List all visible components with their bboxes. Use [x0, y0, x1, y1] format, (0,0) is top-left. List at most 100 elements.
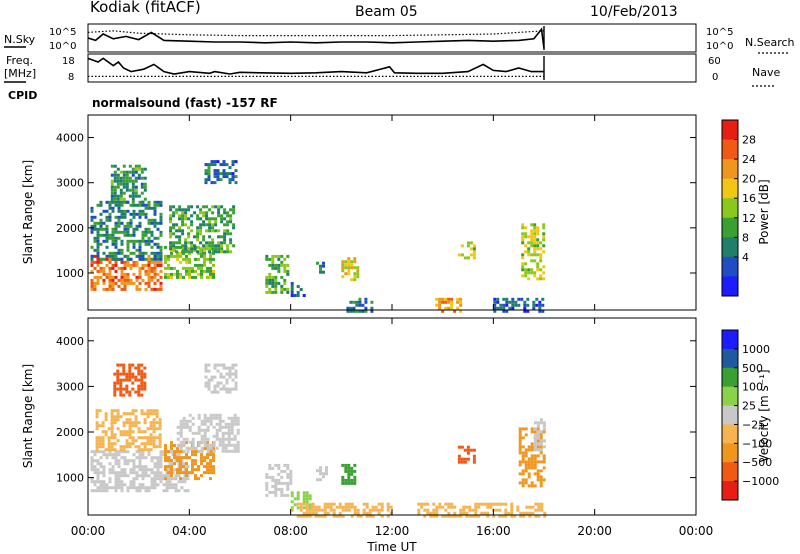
- heatmap-cell: [105, 233, 109, 237]
- heatmap-cell: [114, 263, 118, 267]
- heatmap-cell: [93, 483, 97, 487]
- heatmap-cell: [377, 502, 381, 506]
- heatmap-cell: [123, 471, 127, 475]
- heatmap-cell: [188, 428, 192, 432]
- heatmap-cell: [289, 475, 293, 479]
- heatmap-cell: [167, 272, 170, 276]
- heatmap-cell: [153, 269, 157, 273]
- heatmap-cell: [120, 486, 124, 490]
- heatmap-cell: [216, 160, 220, 164]
- heatmap-cell: [116, 369, 120, 373]
- heatmap-cell: [317, 508, 321, 512]
- heatmap-cell: [492, 502, 496, 506]
- heatmap-cell: [344, 481, 348, 485]
- heatmap-cell: [191, 453, 194, 457]
- heatmap-cell: [164, 260, 167, 264]
- heatmap-cell: [364, 309, 368, 313]
- heatmap-cell: [356, 269, 360, 273]
- heatmap-cell: [463, 457, 467, 461]
- heatmap-cell: [231, 366, 235, 370]
- heatmap-cell: [468, 505, 472, 509]
- heatmap-cell: [296, 494, 300, 498]
- heatmap-cell: [477, 514, 481, 518]
- heatmap-cell: [141, 230, 145, 234]
- heatmap-cell: [117, 215, 121, 219]
- heatmap-cell: [126, 275, 130, 279]
- heatmap-cell: [119, 197, 123, 201]
- heatmap-cell: [152, 427, 156, 431]
- heatmap-cell: [183, 480, 187, 484]
- heatmap-cell: [280, 254, 284, 258]
- heatmap-cell: [122, 179, 126, 183]
- heatmap-cell: [101, 430, 105, 434]
- heatmap-cell: [116, 372, 120, 376]
- heatmap-cell: [197, 251, 200, 255]
- heatmap-cell: [293, 503, 297, 507]
- heatmap-cell: [120, 239, 124, 243]
- heatmap-cell: [486, 511, 490, 515]
- heatmap-cell: [138, 212, 142, 216]
- heatmap-cell: [274, 254, 278, 258]
- heatmap-cell: [150, 483, 154, 487]
- heatmap-cell: [206, 257, 209, 261]
- heatmap-cell: [138, 450, 142, 454]
- heatmap-cell: [108, 275, 112, 279]
- heatmap-cell: [472, 250, 476, 254]
- freq-right-tick-bottom: 0: [712, 72, 718, 83]
- heatmap-cell: [352, 306, 356, 310]
- heatmap-cell: [531, 505, 535, 509]
- heatmap-cell: [102, 486, 106, 490]
- heatmap-cell: [209, 453, 212, 457]
- heatmap-cell: [185, 446, 189, 450]
- heatmap-cell: [472, 244, 476, 248]
- heatmap-cell: [170, 444, 173, 448]
- heatmap-cell: [117, 278, 121, 282]
- heatmap-cell: [113, 387, 117, 391]
- heatmap-cell: [268, 275, 272, 279]
- heatmap-cell: [510, 502, 514, 506]
- heatmap-cell: [286, 475, 290, 479]
- heatmap-cell: [113, 448, 117, 452]
- heatmap-cell: [111, 468, 115, 472]
- heatmap-cell: [93, 227, 97, 231]
- heatmap-cell: [135, 227, 139, 231]
- heatmap-cell: [524, 262, 528, 266]
- heatmap-cell: [143, 176, 147, 180]
- heatmap-cell: [539, 484, 543, 488]
- power-panel-frame: [87, 114, 697, 311]
- colorbar-swatch: [722, 217, 738, 238]
- heatmap-cell: [102, 272, 106, 276]
- heatmap-cell: [135, 477, 139, 481]
- heatmap-cell: [113, 185, 117, 189]
- heatmap-cell: [137, 390, 141, 394]
- heatmap-cell: [141, 278, 145, 282]
- heatmap-cell: [447, 505, 451, 509]
- heatmap-cell: [212, 248, 215, 252]
- heatmap-cell: [204, 172, 208, 176]
- heatmap-cell: [207, 178, 211, 182]
- heatmap-cell: [165, 486, 169, 490]
- heatmap-cell: [493, 309, 497, 313]
- heatmap-cell: [209, 254, 212, 258]
- heatmap-cell: [533, 250, 537, 254]
- heatmap-cell: [119, 363, 123, 367]
- heatmap-cell: [460, 253, 464, 257]
- heatmap-cell: [105, 230, 109, 234]
- heatmap-cell: [99, 257, 103, 261]
- heatmap-cell: [93, 260, 97, 264]
- heatmap-cell: [182, 471, 185, 475]
- heatmap-cell: [176, 471, 179, 475]
- heatmap-cell: [191, 468, 194, 472]
- heatmap-cell: [216, 169, 220, 173]
- heatmap-cell: [110, 427, 114, 431]
- heatmap-cell: [302, 511, 306, 515]
- heatmap-cell: [176, 245, 179, 249]
- heatmap-cell: [236, 422, 240, 426]
- heatmap-cell: [117, 266, 121, 270]
- heatmap-cell: [120, 287, 124, 291]
- heatmap-cell: [129, 483, 133, 487]
- heatmap-cell: [319, 472, 322, 476]
- heatmap-cell: [110, 200, 114, 204]
- heatmap-cell: [212, 440, 216, 444]
